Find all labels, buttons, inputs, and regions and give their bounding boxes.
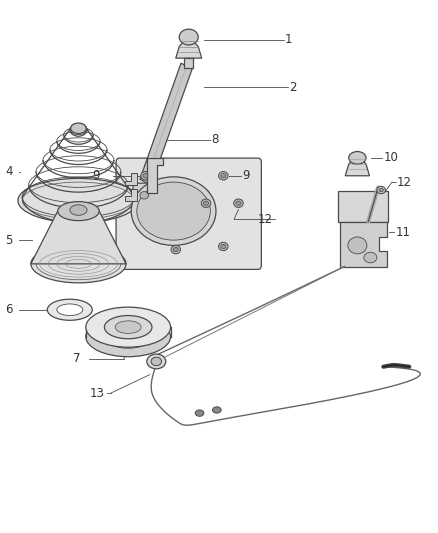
Ellipse shape	[47, 299, 92, 320]
Ellipse shape	[104, 316, 152, 339]
Ellipse shape	[203, 201, 208, 205]
Ellipse shape	[58, 201, 99, 221]
FancyBboxPatch shape	[133, 183, 155, 209]
Text: 13: 13	[89, 386, 104, 400]
Ellipse shape	[86, 307, 170, 347]
Polygon shape	[147, 158, 163, 192]
Polygon shape	[184, 58, 193, 68]
Ellipse shape	[364, 252, 377, 263]
Text: 10: 10	[383, 151, 398, 164]
Ellipse shape	[234, 199, 243, 207]
Ellipse shape	[219, 242, 228, 251]
Text: 5: 5	[5, 233, 12, 247]
Ellipse shape	[31, 245, 126, 283]
Polygon shape	[31, 211, 126, 264]
Ellipse shape	[137, 182, 210, 240]
Ellipse shape	[348, 237, 367, 254]
Text: 2: 2	[289, 80, 297, 94]
Ellipse shape	[377, 187, 385, 193]
Ellipse shape	[147, 354, 166, 369]
Ellipse shape	[236, 201, 241, 205]
Polygon shape	[340, 222, 387, 266]
Text: 7: 7	[73, 352, 80, 365]
Text: 12: 12	[397, 175, 412, 189]
Polygon shape	[176, 32, 202, 58]
Ellipse shape	[70, 205, 87, 215]
Text: 9: 9	[93, 169, 100, 182]
Ellipse shape	[173, 247, 178, 252]
Ellipse shape	[143, 174, 148, 178]
Ellipse shape	[219, 172, 228, 180]
Ellipse shape	[151, 357, 162, 366]
Polygon shape	[125, 173, 137, 185]
Text: 6: 6	[5, 303, 12, 316]
Ellipse shape	[57, 304, 83, 316]
Text: 9: 9	[242, 169, 249, 182]
Ellipse shape	[195, 410, 204, 416]
Ellipse shape	[115, 321, 141, 334]
Ellipse shape	[221, 174, 226, 178]
Ellipse shape	[179, 29, 198, 45]
Text: 1: 1	[285, 33, 292, 46]
Ellipse shape	[212, 407, 221, 413]
Ellipse shape	[171, 245, 180, 254]
Ellipse shape	[86, 317, 170, 357]
Polygon shape	[125, 189, 137, 200]
Text: 12: 12	[258, 213, 273, 225]
Text: 11: 11	[396, 225, 410, 239]
FancyBboxPatch shape	[116, 158, 261, 269]
Polygon shape	[140, 63, 192, 185]
Ellipse shape	[201, 199, 211, 207]
Ellipse shape	[18, 179, 139, 223]
Ellipse shape	[104, 325, 152, 348]
Ellipse shape	[71, 123, 86, 134]
Ellipse shape	[379, 189, 383, 191]
Text: 8: 8	[212, 133, 219, 147]
Polygon shape	[338, 191, 388, 222]
Ellipse shape	[131, 177, 216, 245]
Ellipse shape	[140, 191, 148, 199]
Text: 3: 3	[202, 189, 210, 202]
Ellipse shape	[221, 244, 226, 248]
Ellipse shape	[349, 151, 366, 164]
Text: 4: 4	[5, 165, 12, 178]
Polygon shape	[345, 157, 370, 176]
Ellipse shape	[141, 172, 150, 180]
